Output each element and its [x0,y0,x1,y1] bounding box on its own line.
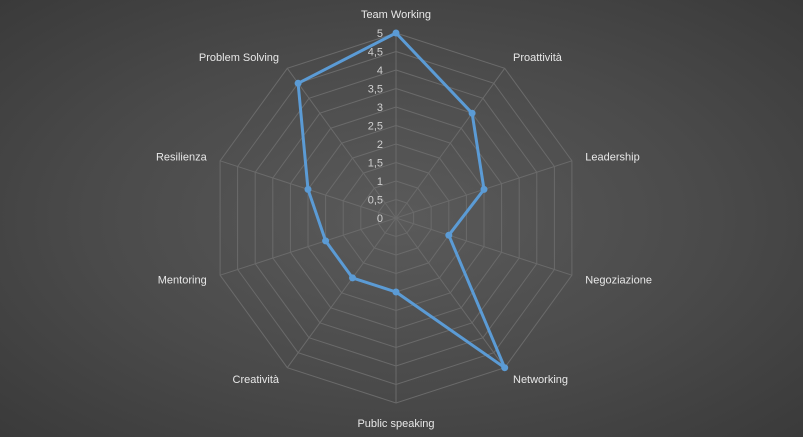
tick-label: 4 [377,65,383,77]
data-point [392,288,400,296]
axis-label: Mentoring [158,275,207,287]
tick-label: 2,5 [368,121,383,133]
data-point [480,185,488,193]
spoke-line [219,217,397,276]
data-point [294,79,302,87]
axis-label: Team Working [361,9,431,21]
tick-label: 0 [377,213,383,225]
axis-label: Creatività [233,374,280,386]
tick-label: 3,5 [368,84,383,96]
axis-label: Networking [513,374,568,386]
spoke-line [286,68,397,219]
spoke-line [286,217,397,368]
data-point [445,231,453,239]
axis-label: Proattività [513,52,563,64]
series-layer [294,29,509,372]
spoke-line [395,217,506,368]
data-point [304,185,312,193]
tick-labels: 0 0,5 1 1,5 2 2,5 3 3,5 4 4,5 5 [368,28,383,225]
data-point [392,29,400,37]
axis-label: Leadership [585,152,639,164]
axis-label: Negoziazione [585,275,652,287]
tick-label: 2 [377,139,383,151]
data-point [501,364,509,372]
axis-label: Problem Solving [199,52,279,64]
data-point [322,237,330,245]
tick-label: 5 [377,28,383,40]
tick-label: 4,5 [368,47,383,59]
tick-label: 1 [377,176,383,188]
tick-label: 0,5 [368,195,383,207]
tick-label: 1,5 [368,158,383,170]
spoke-line [395,68,506,219]
spoke-line [395,217,573,276]
axis-label: Public speaking [357,418,434,430]
axis-labels: Team Working Proattività Leadership Negozia… [156,9,652,430]
data-point [468,109,476,117]
series-line [296,31,507,370]
axis-label: Resilienza [156,152,208,164]
tick-label: 3 [377,102,383,114]
data-point [349,274,356,282]
grid-layer [219,32,573,404]
